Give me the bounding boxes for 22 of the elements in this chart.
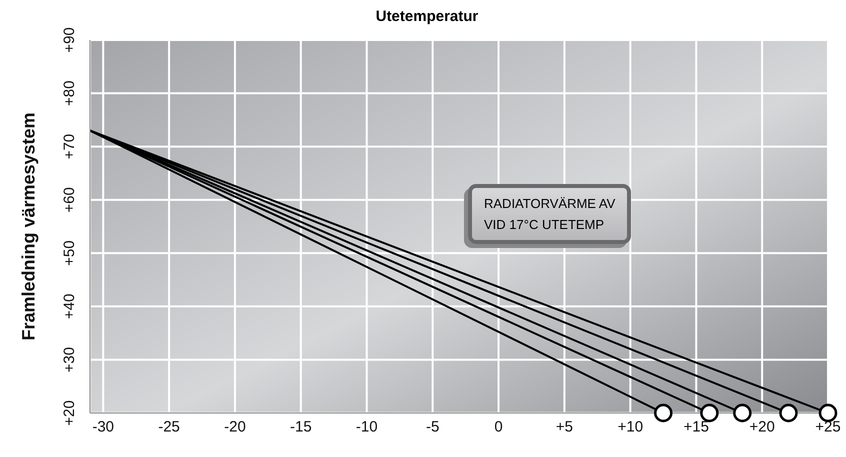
y-tick-label: +80 [61, 80, 78, 106]
x-tick-label: +10 [618, 418, 644, 436]
x-tick-label: +5 [556, 418, 573, 436]
y-tick-label: +40 [61, 294, 78, 320]
y-tick-label: +30 [61, 346, 78, 372]
x-tick-label: -10 [356, 418, 378, 436]
x-tick-label: -20 [224, 418, 246, 436]
y-tick-label: +50 [61, 240, 78, 266]
annotation: RADIATORVÄRME AV VID 17°C UTETEMP [468, 184, 632, 244]
y-axis-title: Framledning värmesystem [18, 112, 38, 341]
y-tick-label: +60 [61, 187, 78, 213]
x-tick-label: +25 [815, 418, 841, 436]
chart-title: Utetemperatur [374, 8, 480, 25]
x-tick-label: +15 [683, 418, 709, 436]
x-tick-label: 0 [494, 418, 503, 436]
x-tick-label: -30 [92, 418, 114, 436]
x-tick-label: -5 [426, 418, 440, 436]
x-tick-label: +20 [749, 418, 775, 436]
x-tick-label: -25 [158, 418, 180, 436]
y-tick-label: +90 [61, 27, 78, 53]
y-tick-label: +70 [61, 134, 78, 160]
x-tick-label: -15 [290, 418, 312, 436]
